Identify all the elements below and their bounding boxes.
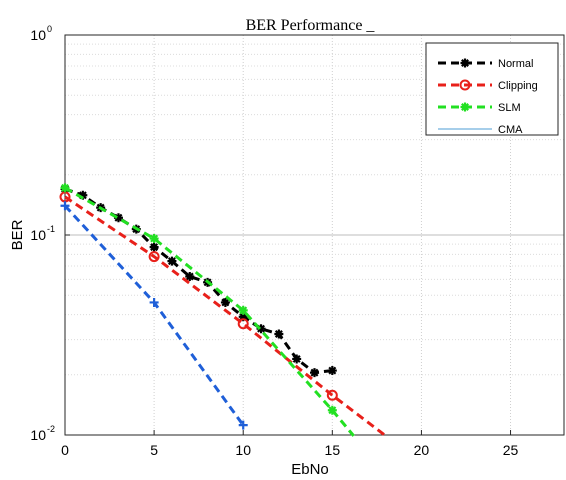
data-point-slm: [60, 183, 70, 193]
series-layer: [59, 183, 387, 438]
legend-marker-clipping: [459, 79, 471, 91]
data-point-normal: [238, 312, 248, 322]
legend: Normal Clipping SLM CMA: [425, 42, 559, 136]
data-point-slm: [327, 405, 337, 415]
data-point-normal: [310, 368, 319, 378]
y-tick-label: 10: [30, 427, 46, 443]
data-point-normal: [113, 213, 123, 223]
series-slm: [60, 183, 355, 437]
x-tick-label: 5: [150, 442, 158, 458]
data-point-cma: [238, 420, 248, 430]
x-axis-label: EbNo: [291, 461, 329, 478]
x-tick-label: 20: [414, 442, 430, 458]
x-tick-label: 25: [503, 442, 519, 458]
x-tick-label: 0: [61, 442, 69, 458]
data-point-slm: [149, 234, 159, 244]
series-line-normal: [64, 187, 333, 375]
y-tick-exponent: 0: [47, 24, 52, 34]
legend-label-normal: Normal: [498, 58, 533, 70]
data-point-cma: [149, 297, 159, 307]
legend-marker-slm: [460, 102, 470, 112]
legend-item-normal: Normal: [438, 58, 533, 70]
grid: [65, 35, 564, 435]
legend-item-slm: SLM: [438, 102, 521, 114]
data-point-normal: [256, 324, 266, 334]
data-point-cma: [60, 201, 70, 211]
legend-box: [425, 42, 559, 136]
data-point-normal: [78, 190, 88, 200]
data-point-normal: [327, 366, 337, 376]
y-tick-exponent: -2: [47, 424, 55, 434]
data-point-slm: [238, 305, 248, 315]
legend-label-cma: CMA: [498, 124, 523, 136]
series-cma: [60, 201, 248, 430]
data-point-normal: [149, 242, 159, 252]
series-line-slm: [64, 186, 355, 437]
data-point-clipping: [148, 251, 160, 263]
legend-label-slm: SLM: [498, 102, 521, 114]
data-point-clipping: [237, 318, 249, 330]
data-point-normal: [185, 272, 195, 282]
y-tick-label: 10: [30, 227, 46, 243]
x-tick-label: 10: [235, 442, 251, 458]
data-point-normal: [274, 329, 284, 339]
x-tick-label: 15: [325, 442, 341, 458]
data-point-clipping: [326, 389, 338, 401]
chart-title: BER Performance _: [246, 17, 376, 34]
legend-item-clipping: Clipping: [438, 79, 538, 92]
y-tick-label: 10: [30, 27, 46, 43]
y-axis-label: BER: [9, 219, 26, 250]
data-point-normal: [167, 256, 177, 266]
y-tick-exponent: -1: [47, 224, 55, 234]
legend-item-cma: CMA: [438, 124, 523, 136]
data-point-normal: [292, 354, 302, 364]
series-line-clipping: [64, 195, 387, 438]
legend-marker-normal: [460, 58, 470, 68]
data-point-normal: [220, 297, 230, 307]
legend-label-clipping: Clipping: [498, 80, 538, 92]
